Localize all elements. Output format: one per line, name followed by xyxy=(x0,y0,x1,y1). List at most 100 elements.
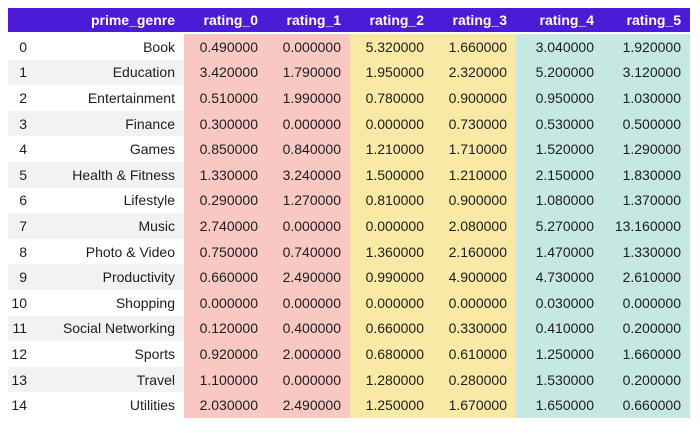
value-cell-rating_3: 0.900000 xyxy=(433,85,516,111)
genre-cell: Health & Fitness xyxy=(36,161,184,188)
table-row: 10 Shopping 0.000000 0.000000 0.000000 0.0000… xyxy=(8,289,690,316)
table-row: 5 Health & Fitness 1.330000 3.240000 1.50000… xyxy=(8,161,690,188)
column-header-rating_1: rating_1 xyxy=(267,8,350,34)
value-cell-rating_1: 2.490000 xyxy=(267,264,350,290)
value-cell-rating_3: 2.160000 xyxy=(433,238,516,265)
value-cell-rating_0: 0.000000 xyxy=(184,289,267,316)
value-cell-rating_4: 0.530000 xyxy=(516,110,603,137)
value-cell-rating_1: 1.990000 xyxy=(267,85,350,111)
table-header-row: prime_genre rating_0 rating_1 rating_2 ratin… xyxy=(8,8,690,34)
row-index-cell: 10 xyxy=(11,294,27,311)
value-cell-rating_5: 0.500000 xyxy=(603,110,690,137)
value-cell-rating_4: 1.080000 xyxy=(516,187,603,214)
value-cell-rating_1: 0.000000 xyxy=(267,366,350,393)
table-row: 8 Photo & Video 0.750000 0.740000 1.360000 2.… xyxy=(8,238,690,265)
value-cell-rating_2: 0.660000 xyxy=(350,315,433,342)
value-cell-rating_2: 1.210000 xyxy=(350,136,433,162)
row-index-cell: 13 xyxy=(8,366,36,393)
value-cell-rating_5: 0.000000 xyxy=(603,289,690,316)
value-cell-rating_4: 1.250000 xyxy=(516,341,603,367)
value-cell-rating_3: 0.000000 xyxy=(433,289,516,316)
value-cell-rating_4: 1.530000 xyxy=(516,366,603,393)
genre-cell: Shopping xyxy=(115,294,175,311)
value-cell-rating_0: 2.740000 xyxy=(184,213,267,239)
value-cell-rating_0: 0.120000 xyxy=(184,315,267,342)
value-cell-rating_3: 2.320000 xyxy=(433,59,516,86)
value-cell-rating_1: 0.000000 xyxy=(267,110,350,137)
value-cell-rating_2: 0.810000 xyxy=(350,187,433,214)
value-cell-rating_3: 1.210000 xyxy=(433,161,516,188)
value-cell-rating_5: 1.830000 xyxy=(603,161,690,188)
value-cell-rating_2: 0.000000 xyxy=(350,289,433,316)
value-cell-rating_0: 3.420000 xyxy=(184,59,267,86)
value-cell-rating_1: 1.270000 xyxy=(267,187,350,214)
value-cell-rating_3: 1.660000 xyxy=(433,33,516,60)
value-cell-rating_5: 0.660000 xyxy=(603,392,690,418)
row-index-cell: 12 xyxy=(11,345,27,362)
row-index-cell: 6 xyxy=(19,192,27,209)
value-cell-rating_4: 0.030000 xyxy=(516,289,603,316)
value-cell-rating_4: 1.650000 xyxy=(516,392,603,418)
value-cell-rating_2: 1.280000 xyxy=(350,366,433,393)
value-cell-rating_5: 0.200000 xyxy=(603,315,690,342)
value-cell-rating_3: 0.280000 xyxy=(433,366,516,393)
value-cell-rating_1: 0.400000 xyxy=(267,315,350,342)
value-cell-rating_1: 3.240000 xyxy=(267,161,350,188)
value-cell-rating_2: 1.500000 xyxy=(350,161,433,188)
value-cell-rating_0: 0.660000 xyxy=(184,264,267,290)
row-index-cell: 8 xyxy=(19,243,27,260)
genre-cell: Social Networking xyxy=(36,315,184,342)
row-index-cell: 11 xyxy=(8,315,36,342)
dataframe-table-container: prime_genre rating_0 rating_1 rating_2 ratin… xyxy=(8,8,690,418)
value-cell-rating_2: 1.950000 xyxy=(350,59,433,86)
table-row: 12 Sports 0.920000 2.000000 0.680000 0.610000… xyxy=(8,341,690,367)
table-row: 0 Book 0.490000 0.000000 5.320000 1.660000 3.0… xyxy=(8,33,690,60)
value-cell-rating_0: 0.290000 xyxy=(184,187,267,214)
value-cell-rating_4: 5.200000 xyxy=(516,59,603,86)
dataframe-table: prime_genre rating_0 rating_1 rating_2 ratin… xyxy=(8,8,690,418)
value-cell-rating_5: 1.030000 xyxy=(603,85,690,111)
column-header-rating_4: rating_4 xyxy=(516,8,603,34)
value-cell-rating_5: 1.920000 xyxy=(603,33,690,60)
value-cell-rating_3: 2.080000 xyxy=(433,213,516,239)
table-row: 9 Productivity 0.660000 2.490000 0.990000 4.9… xyxy=(8,264,690,290)
value-cell-rating_0: 2.030000 xyxy=(184,392,267,418)
value-cell-rating_1: 0.840000 xyxy=(267,136,350,162)
row-index-cell: 7 xyxy=(8,213,36,239)
value-cell-rating_3: 0.330000 xyxy=(433,315,516,342)
value-cell-rating_5: 3.120000 xyxy=(603,59,690,86)
genre-cell: Games xyxy=(129,141,175,158)
value-cell-rating_1: 0.000000 xyxy=(267,213,350,239)
genre-cell: Travel xyxy=(36,366,184,393)
value-cell-rating_0: 1.100000 xyxy=(184,366,267,393)
column-header-prime_genre: prime_genre xyxy=(36,8,184,34)
value-cell-rating_1: 2.490000 xyxy=(267,392,350,418)
value-cell-rating_3: 0.730000 xyxy=(433,110,516,137)
table-body: 0 Book 0.490000 0.000000 5.320000 1.660000 3.0… xyxy=(8,33,690,418)
value-cell-rating_0: 0.510000 xyxy=(184,85,267,111)
value-cell-rating_4: 3.040000 xyxy=(516,33,603,60)
value-cell-rating_1: 0.740000 xyxy=(267,238,350,265)
row-index-cell: 5 xyxy=(8,161,36,188)
genre-cell: Utilities xyxy=(129,397,175,414)
genre-cell: Music xyxy=(36,213,184,239)
table-row: 6 Lifestyle 0.290000 1.270000 0.810000 0.9000… xyxy=(8,187,690,214)
value-cell-rating_5: 2.610000 xyxy=(603,264,690,290)
row-index-cell: 4 xyxy=(19,141,27,158)
value-cell-rating_4: 2.150000 xyxy=(516,161,603,188)
row-index-cell: 2 xyxy=(19,89,27,106)
value-cell-rating_4: 1.470000 xyxy=(516,238,603,265)
value-cell-rating_1: 1.790000 xyxy=(267,59,350,86)
value-cell-rating_4: 5.270000 xyxy=(516,213,603,239)
value-cell-rating_2: 0.990000 xyxy=(350,264,433,290)
value-cell-rating_2: 5.320000 xyxy=(350,33,433,60)
genre-cell: Education xyxy=(36,59,184,86)
genre-cell: Book xyxy=(143,38,175,55)
value-cell-rating_3: 0.900000 xyxy=(433,187,516,214)
table-row: 14 Utilities 2.030000 2.490000 1.250000 1.670… xyxy=(8,392,690,418)
value-cell-rating_0: 0.490000 xyxy=(184,33,267,60)
value-cell-rating_2: 1.360000 xyxy=(350,238,433,265)
row-index-cell: 0 xyxy=(19,38,27,55)
value-cell-rating_2: 1.250000 xyxy=(350,392,433,418)
value-cell-rating_4: 0.410000 xyxy=(516,315,603,342)
